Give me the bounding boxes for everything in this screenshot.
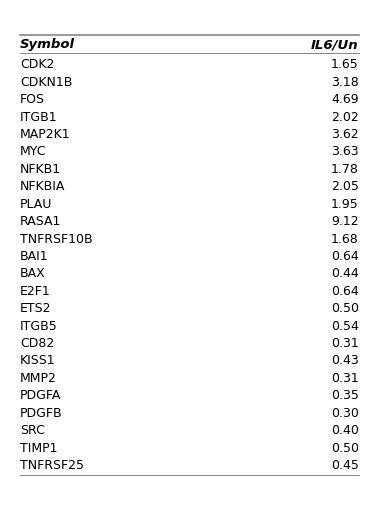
Text: 1.68: 1.68 xyxy=(331,233,359,246)
Text: 2.05: 2.05 xyxy=(331,180,359,193)
Text: KISS1: KISS1 xyxy=(20,354,56,368)
Text: Symbol: Symbol xyxy=(20,39,75,52)
Text: 1.78: 1.78 xyxy=(331,163,359,176)
Text: BAI1: BAI1 xyxy=(20,250,49,263)
Text: RASA1: RASA1 xyxy=(20,215,61,228)
Text: 0.45: 0.45 xyxy=(331,459,359,472)
Text: 0.54: 0.54 xyxy=(331,320,359,333)
Text: 0.31: 0.31 xyxy=(331,337,359,350)
Text: 0.40: 0.40 xyxy=(331,424,359,437)
Text: 0.43: 0.43 xyxy=(331,354,359,368)
Text: NFKB1: NFKB1 xyxy=(20,163,61,176)
Text: 9.12: 9.12 xyxy=(331,215,359,228)
Text: 1.95: 1.95 xyxy=(331,198,359,211)
Text: MMP2: MMP2 xyxy=(20,372,57,385)
Text: 0.64: 0.64 xyxy=(331,250,359,263)
Text: 0.44: 0.44 xyxy=(331,267,359,280)
Text: MYC: MYC xyxy=(20,145,47,159)
Text: IL6/Un: IL6/Un xyxy=(311,39,359,52)
Text: TNFRSF10B: TNFRSF10B xyxy=(20,233,93,246)
Text: CD82: CD82 xyxy=(20,337,55,350)
Text: 0.31: 0.31 xyxy=(331,372,359,385)
Text: 0.50: 0.50 xyxy=(331,441,359,455)
Text: 3.63: 3.63 xyxy=(331,145,359,159)
Text: PDGFA: PDGFA xyxy=(20,389,61,402)
Text: NFKBIA: NFKBIA xyxy=(20,180,66,193)
Text: 3.62: 3.62 xyxy=(331,128,359,141)
Text: CDK2: CDK2 xyxy=(20,58,55,72)
Text: 0.30: 0.30 xyxy=(331,407,359,420)
Text: MAP2K1: MAP2K1 xyxy=(20,128,71,141)
Text: SRC: SRC xyxy=(20,424,45,437)
Text: CDKN1B: CDKN1B xyxy=(20,76,72,89)
Text: PLAU: PLAU xyxy=(20,198,53,211)
Text: FOS: FOS xyxy=(20,93,45,106)
Text: 1.65: 1.65 xyxy=(331,58,359,72)
Text: 2.02: 2.02 xyxy=(331,111,359,124)
Text: TIMP1: TIMP1 xyxy=(20,441,58,455)
Text: TNFRSF25: TNFRSF25 xyxy=(20,459,84,472)
Text: 4.69: 4.69 xyxy=(331,93,359,106)
Text: 3.18: 3.18 xyxy=(331,76,359,89)
Text: 0.35: 0.35 xyxy=(331,389,359,402)
Text: ETS2: ETS2 xyxy=(20,302,52,315)
Text: BAX: BAX xyxy=(20,267,46,280)
Text: 0.64: 0.64 xyxy=(331,285,359,298)
Text: ITGB1: ITGB1 xyxy=(20,111,58,124)
Text: E2F1: E2F1 xyxy=(20,285,51,298)
Text: PDGFB: PDGFB xyxy=(20,407,63,420)
Text: 0.50: 0.50 xyxy=(331,302,359,315)
Text: ITGB5: ITGB5 xyxy=(20,320,58,333)
